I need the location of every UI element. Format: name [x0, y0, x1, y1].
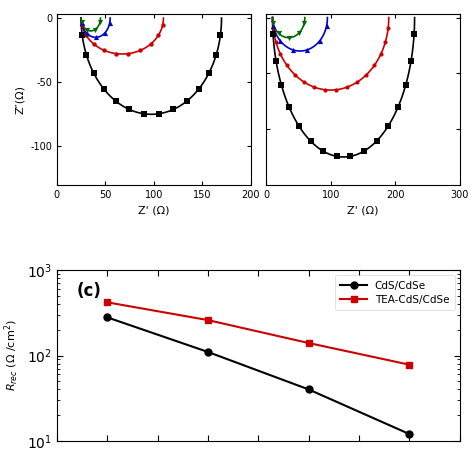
Point	[353, 78, 361, 86]
Point	[319, 147, 327, 155]
Point	[217, 31, 224, 39]
Point	[270, 22, 277, 30]
Point	[78, 21, 86, 29]
Point	[285, 104, 293, 111]
Point	[106, 19, 113, 27]
TEA-CdS/CdSe	[104, 300, 110, 305]
Point	[100, 85, 107, 92]
Point	[155, 32, 162, 39]
X-axis label: Z' (Ω): Z' (Ω)	[138, 205, 170, 215]
Point	[278, 82, 285, 89]
Point	[159, 21, 166, 29]
Legend: CdS/CdSe, TEA-CdS/CdSe: CdS/CdSe, TEA-CdS/CdSe	[335, 275, 455, 310]
Point	[91, 26, 99, 34]
Point	[269, 30, 277, 38]
Point	[82, 32, 90, 39]
TEA-CdS/CdSe	[306, 340, 311, 346]
Point	[269, 19, 277, 27]
Point	[283, 62, 291, 69]
Point	[125, 106, 133, 113]
Point	[275, 30, 283, 37]
Point	[212, 51, 220, 59]
Point	[310, 83, 318, 91]
CdS/CdSe	[104, 315, 110, 320]
Point	[90, 69, 98, 77]
Line: TEA-CdS/CdSe: TEA-CdS/CdSe	[104, 299, 413, 368]
Point	[83, 26, 91, 34]
Point	[384, 25, 392, 32]
Point	[90, 40, 98, 48]
Point	[332, 86, 340, 93]
Text: (c): (c)	[77, 282, 102, 300]
Point	[316, 37, 323, 45]
CdS/CdSe	[205, 349, 211, 355]
Point	[407, 57, 415, 64]
Point	[183, 97, 191, 105]
Line: CdS/CdSe: CdS/CdSe	[104, 314, 413, 438]
Point	[82, 51, 90, 59]
Point	[112, 97, 119, 105]
Point	[195, 85, 203, 92]
Point	[285, 34, 292, 41]
Point	[321, 86, 329, 93]
Point	[140, 110, 147, 118]
Point	[384, 122, 392, 130]
Point	[125, 50, 132, 57]
Point	[101, 29, 109, 37]
Point	[289, 46, 297, 54]
X-axis label: Z' (Ω): Z' (Ω)	[347, 205, 379, 215]
Point	[295, 30, 302, 37]
Point	[301, 19, 308, 27]
Point	[170, 106, 177, 113]
Point	[307, 137, 314, 145]
Point	[373, 137, 380, 145]
Point	[78, 31, 86, 39]
Point	[295, 122, 303, 130]
Point	[333, 153, 340, 160]
CdS/CdSe	[306, 387, 311, 392]
Point	[323, 22, 330, 30]
Point	[147, 40, 155, 48]
Point	[277, 50, 284, 58]
CdS/CdSe	[407, 431, 412, 437]
Point	[155, 110, 163, 118]
Point	[277, 37, 284, 45]
Point	[363, 71, 370, 79]
Point	[402, 82, 410, 89]
Y-axis label: Z″(Ω): Z″(Ω)	[15, 85, 25, 114]
Point	[291, 71, 299, 79]
Point	[205, 69, 213, 77]
Point	[343, 83, 351, 91]
TEA-CdS/CdSe	[205, 317, 211, 323]
Point	[96, 18, 104, 26]
Point	[78, 18, 85, 26]
Point	[100, 46, 108, 54]
Y-axis label: $R_{rec}$ ($\Omega$ /cm$^2$): $R_{rec}$ ($\Omega$ /cm$^2$)	[3, 319, 21, 392]
TEA-CdS/CdSe	[407, 362, 412, 367]
Point	[83, 29, 91, 37]
Point	[301, 78, 308, 86]
Point	[303, 46, 311, 54]
Point	[272, 38, 280, 46]
Point	[269, 25, 277, 32]
Point	[346, 153, 354, 160]
Point	[394, 104, 401, 111]
Point	[360, 147, 368, 155]
Point	[382, 38, 389, 46]
Point	[371, 62, 378, 69]
Point	[410, 30, 418, 38]
Point	[137, 46, 144, 54]
Point	[92, 34, 100, 41]
Point	[112, 50, 120, 57]
Point	[78, 19, 85, 27]
Point	[272, 57, 280, 64]
Point	[377, 50, 384, 58]
